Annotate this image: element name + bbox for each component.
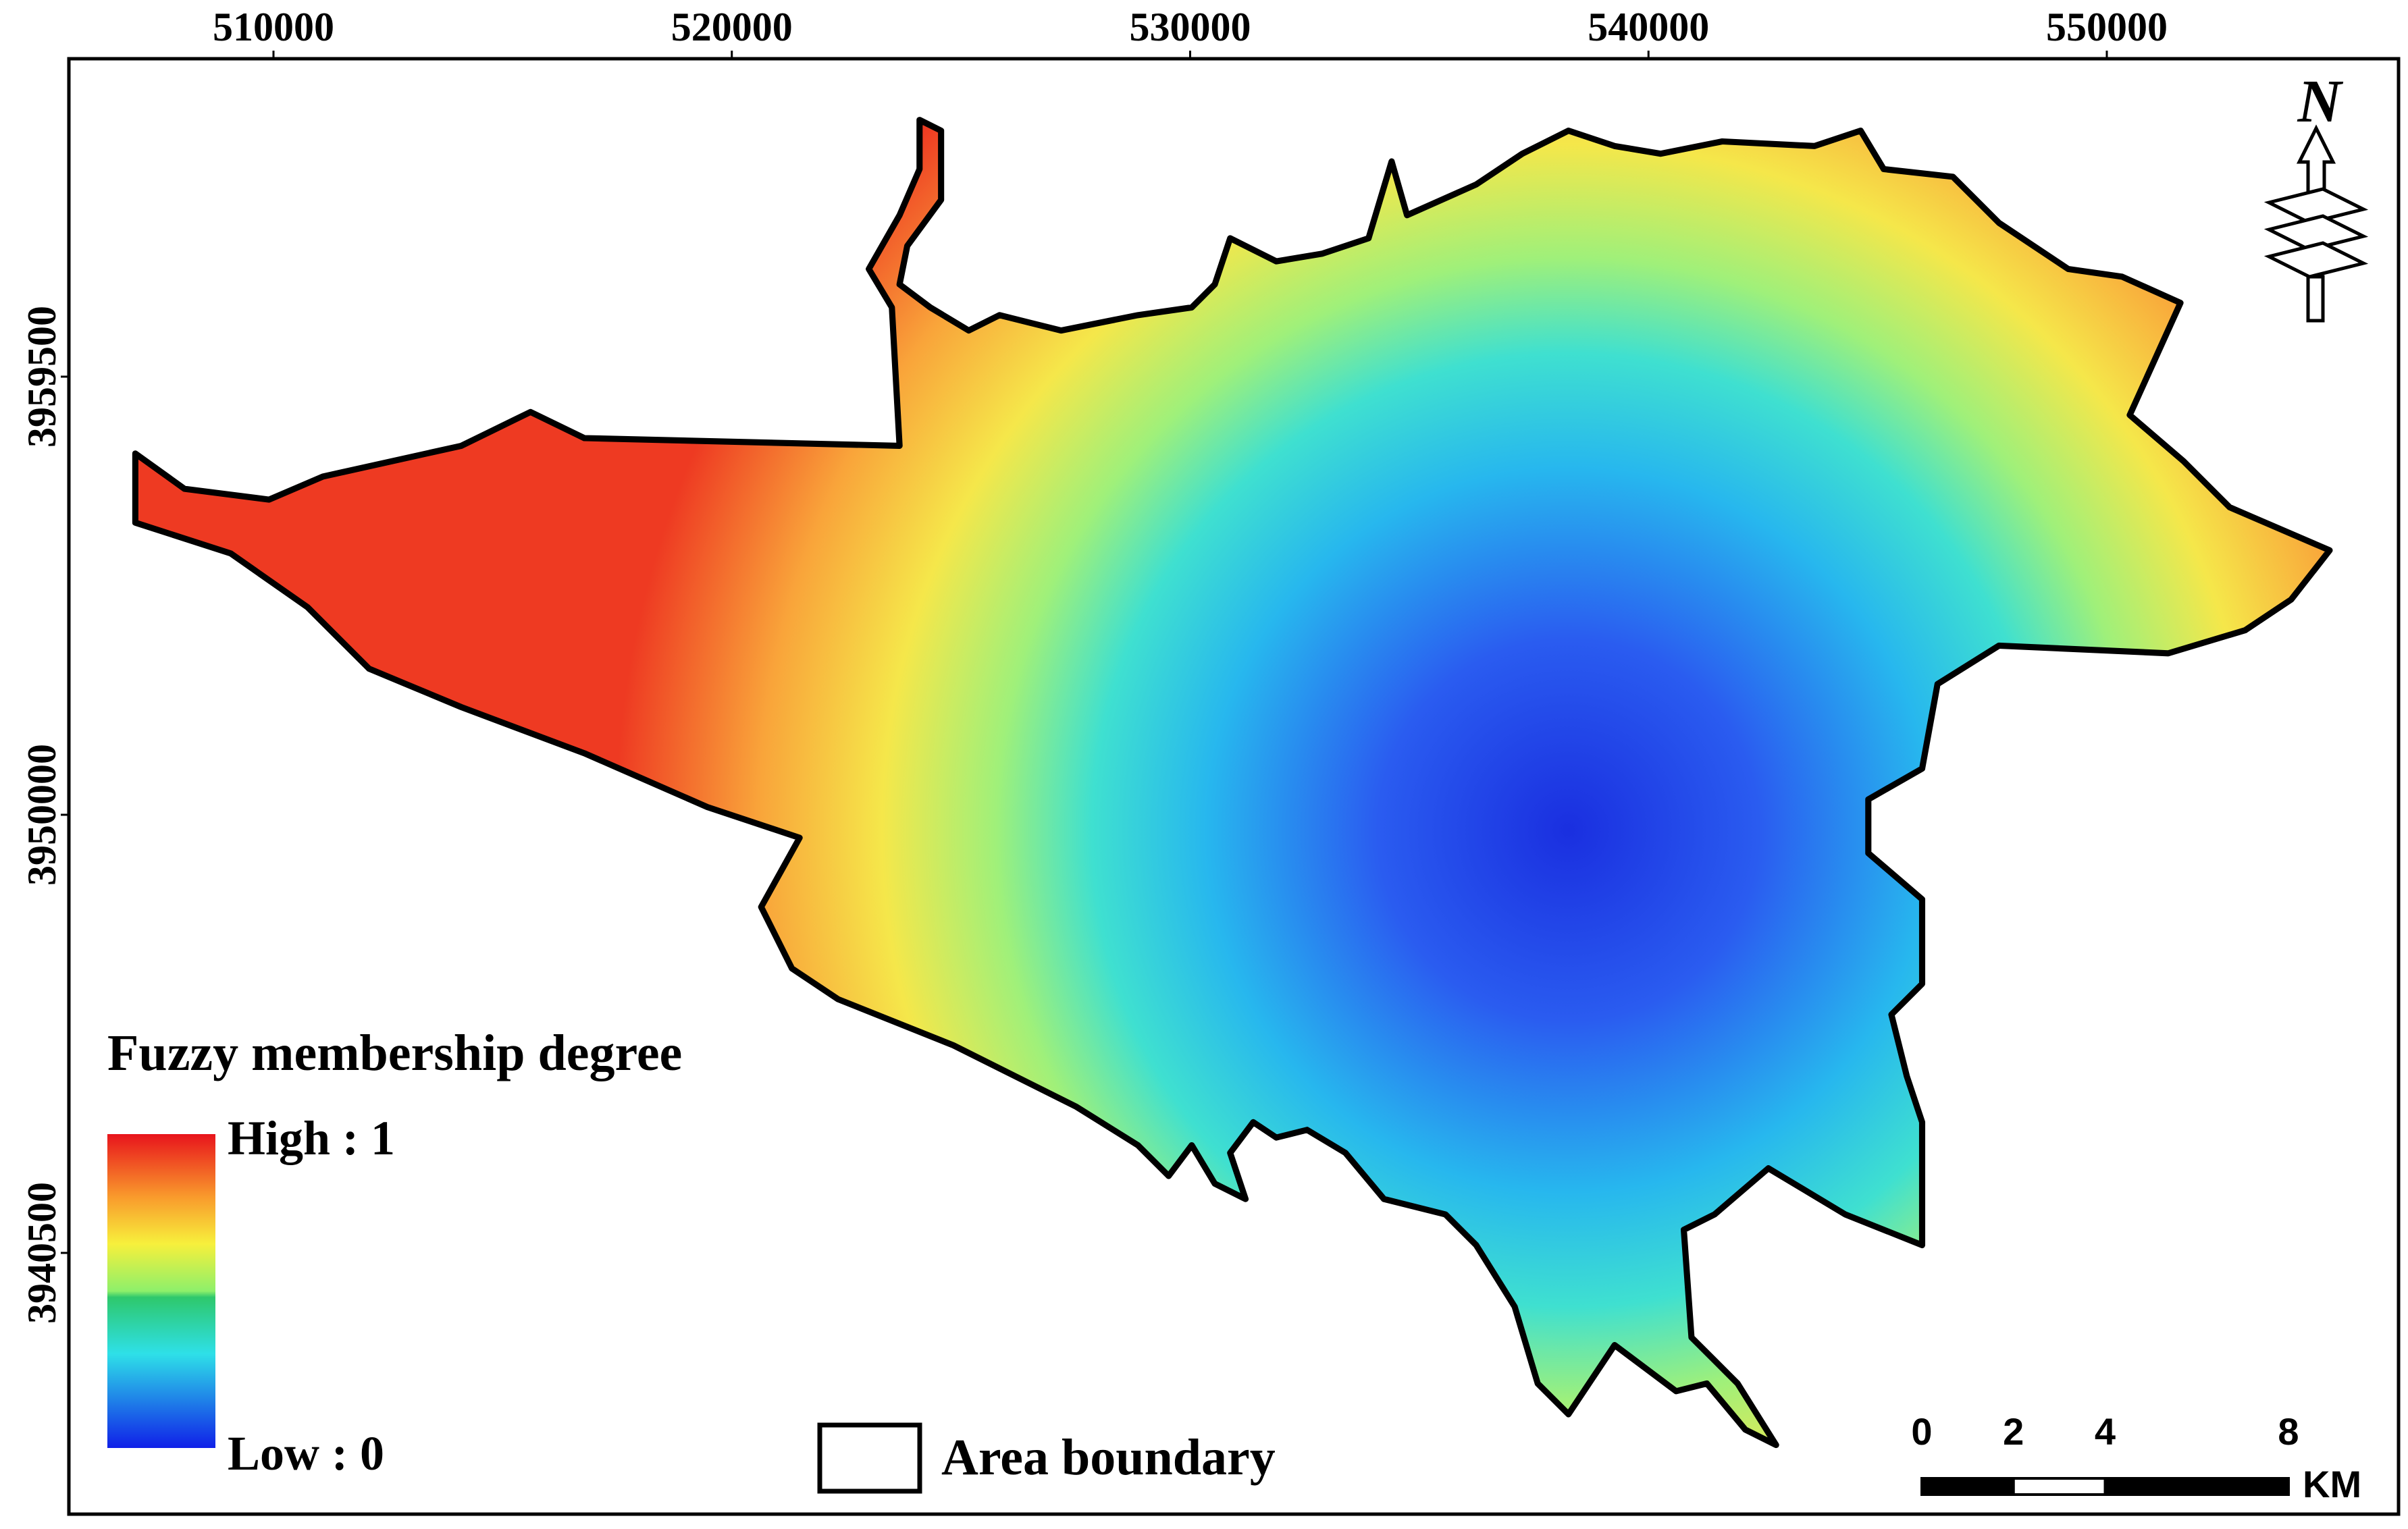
arrow-tail bbox=[2306, 275, 2325, 323]
legend-boundary-swatch bbox=[817, 1422, 922, 1494]
layer bbox=[2263, 187, 2369, 225]
y-tick-label: 3940500 bbox=[20, 1182, 64, 1324]
layer bbox=[2263, 241, 2369, 279]
scale-label: 0 bbox=[1911, 1410, 1932, 1453]
legend-high: High : 1 bbox=[228, 1111, 395, 1165]
scale-segment bbox=[1920, 1477, 2015, 1496]
scale-label: 4 bbox=[2095, 1410, 2116, 1453]
x-tick-label: 550000 bbox=[2046, 5, 2168, 49]
area-boundary bbox=[132, 117, 2333, 1449]
layer bbox=[2263, 214, 2369, 252]
study-area bbox=[132, 117, 2333, 1449]
x-tick-label: 540000 bbox=[1588, 5, 1709, 49]
scale-label: 8 bbox=[2278, 1410, 2299, 1453]
legend-low: Low : 0 bbox=[228, 1426, 384, 1480]
legend-ramp bbox=[107, 1134, 215, 1448]
scale-segment bbox=[2103, 1477, 2290, 1496]
north-arrow: N bbox=[2263, 68, 2369, 323]
x-tick-label: 520000 bbox=[671, 5, 793, 49]
x-tick-label: 510000 bbox=[213, 5, 334, 49]
scale-segment bbox=[2012, 1477, 2107, 1496]
legend-boundary: Area boundary bbox=[941, 1429, 1276, 1486]
y-tick-label: 3959500 bbox=[20, 306, 64, 448]
north-label: N bbox=[2297, 68, 2344, 135]
legend-title: Fuzzy membership degree bbox=[107, 1025, 682, 1081]
x-tick-label: 530000 bbox=[1129, 5, 1251, 49]
scale-unit: KM bbox=[2303, 1463, 2361, 1505]
y-tick-label: 3950000 bbox=[20, 744, 64, 886]
scale-label: 2 bbox=[2003, 1410, 2024, 1453]
